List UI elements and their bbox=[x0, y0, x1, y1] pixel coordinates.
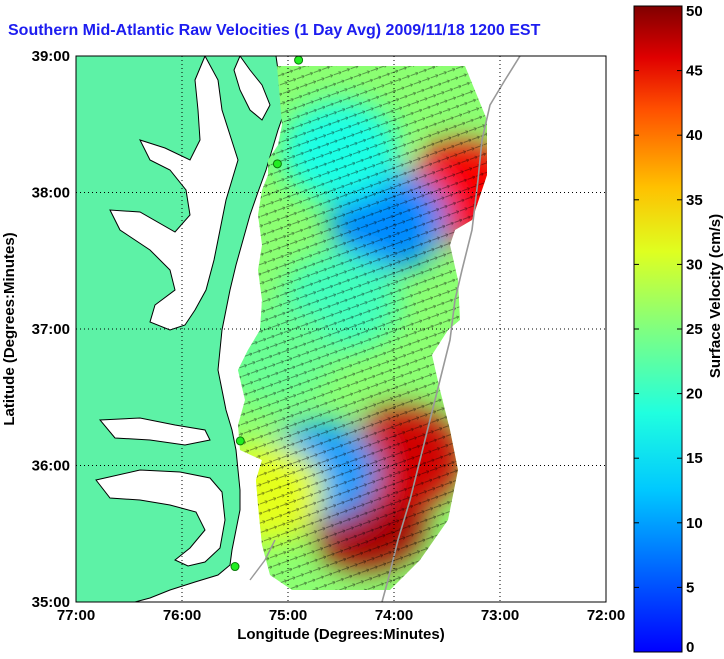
y-axis-label: Latitude (Degrees:Minutes) bbox=[1, 232, 18, 425]
grid-lines bbox=[76, 56, 606, 602]
x-axis: 77:00 76:00 75:00 74:00 73:00 72:00 bbox=[57, 607, 625, 624]
chesapeake-bay bbox=[109, 56, 239, 331]
x-tick-label: 76:00 bbox=[163, 607, 201, 624]
radar-stations bbox=[230, 56, 304, 572]
colorbar-tick-label: 30 bbox=[686, 256, 703, 273]
chart-title: Southern Mid-Atlantic Raw Velocities (1 … bbox=[8, 22, 541, 39]
colorbar-tick-label: 10 bbox=[686, 515, 703, 532]
colorbar-label: Surface Velocity (cm/s) bbox=[707, 214, 724, 378]
station-marker bbox=[235, 436, 245, 446]
x-tick-label: 74:00 bbox=[375, 607, 413, 624]
x-tick-label: 75:00 bbox=[269, 607, 307, 624]
colorbar-tick-label: 45 bbox=[686, 63, 703, 80]
colorbar-tick-label: 40 bbox=[686, 127, 703, 144]
y-tick-label: 38:00 bbox=[32, 185, 70, 202]
station-marker bbox=[294, 56, 304, 65]
y-tick-label: 35:00 bbox=[32, 594, 70, 611]
colorbar-tick-label: 50 bbox=[686, 3, 703, 20]
y-tick-label: 37:00 bbox=[32, 321, 70, 338]
bathymetry-contour bbox=[381, 56, 521, 602]
plot-frame bbox=[75, 55, 607, 603]
colorbar-tick-label: 20 bbox=[686, 386, 703, 403]
colorbar-tick-label: 15 bbox=[686, 450, 703, 467]
colorbar-tick-label: 5 bbox=[686, 579, 694, 596]
station-marker bbox=[272, 159, 282, 169]
velocity-field bbox=[238, 66, 487, 590]
x-axis-label: Longitude (Degrees:Minutes) bbox=[237, 626, 445, 643]
colorbar-tick-label: 0 bbox=[686, 639, 694, 656]
colorbar-tick-label: 35 bbox=[686, 192, 703, 209]
station-marker bbox=[230, 562, 240, 572]
delaware-bay bbox=[233, 56, 271, 121]
y-axis: 39:00 38:00 37:00 36:00 35:00 bbox=[32, 48, 70, 611]
bathymetry-contour-2 bbox=[249, 539, 276, 581]
y-tick-label: 39:00 bbox=[32, 48, 70, 65]
y-tick-label: 36:00 bbox=[32, 458, 70, 475]
x-tick-label: 73:00 bbox=[481, 607, 519, 624]
colorbar-tick-label: 25 bbox=[686, 321, 703, 338]
colorbar bbox=[633, 5, 683, 653]
pamlico-inlet bbox=[98, 417, 211, 446]
albemarle-sound bbox=[95, 469, 226, 567]
x-tick-label: 77:00 bbox=[57, 607, 95, 624]
x-tick-label: 72:00 bbox=[587, 607, 625, 624]
